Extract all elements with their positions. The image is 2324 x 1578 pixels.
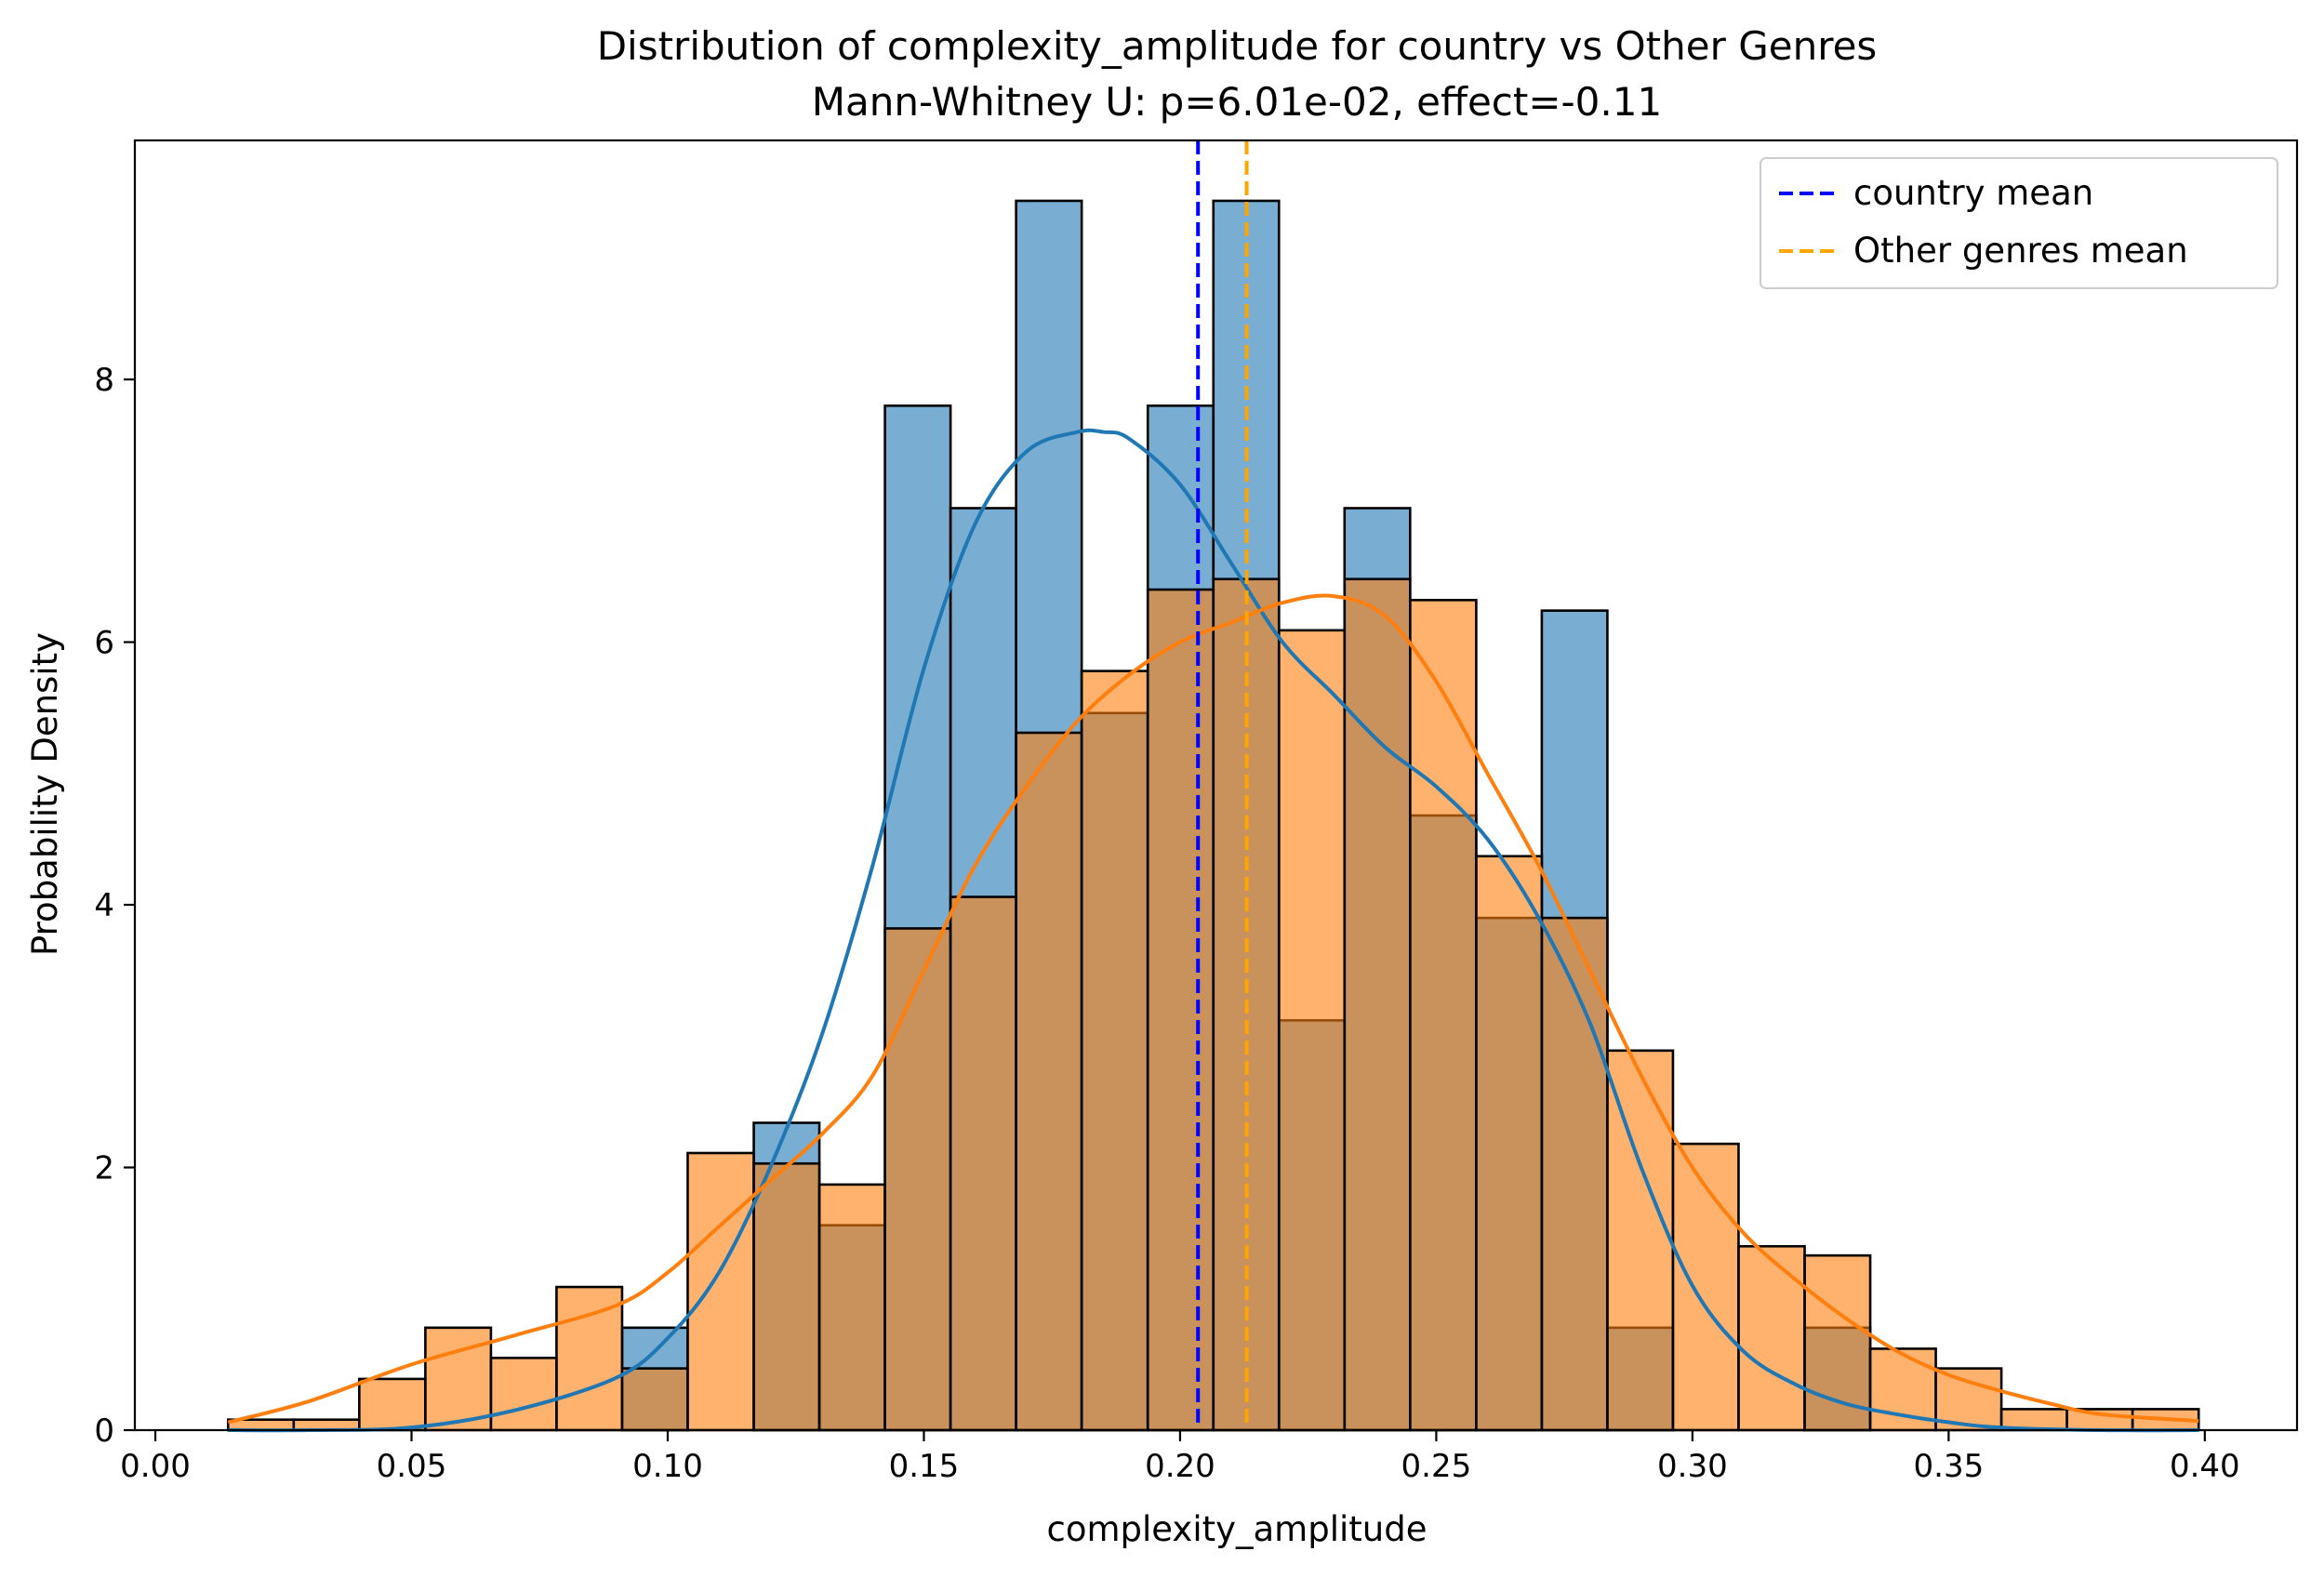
other-genres-bar-11 <box>949 895 1017 1432</box>
x-tick-label: 0.35 <box>1914 1448 1985 1485</box>
x-tick-label: 0.20 <box>1145 1448 1215 1485</box>
axes: 0.00 0.05 0.10 0.15 0.20 0.25 0.30 0.35 0.40 0 2 4 6… <box>94 139 2299 1485</box>
other-genres-bar-4 <box>489 1357 558 1432</box>
country-kde-line <box>228 428 2199 1433</box>
other-genres-bar-14 <box>1146 588 1215 1432</box>
other-genres-bar-13 <box>1080 670 1149 1432</box>
other-genres-bar-26 <box>1934 1367 2003 1432</box>
other-genres-bar-9 <box>817 1183 886 1432</box>
other-genres-bar-19 <box>1475 855 1544 1432</box>
y-tick-label: 4 <box>94 887 114 924</box>
other-genres-bar-20 <box>1540 916 1609 1432</box>
other-genres-bar-18 <box>1409 599 1478 1432</box>
other-genres-bar-6 <box>620 1367 689 1432</box>
other-genres-bar-24 <box>1803 1253 1872 1432</box>
y-tick-label: 0 <box>94 1412 114 1450</box>
y-axis-label: Probability Density <box>25 632 65 956</box>
other-genres-bar-21 <box>1606 1049 1675 1432</box>
other-genres-bars <box>226 577 2200 1432</box>
other-genres-bar-12 <box>1015 731 1083 1432</box>
kde-curves <box>227 428 2199 1433</box>
legend-label: Other genres mean <box>1853 231 2188 271</box>
plot-frame <box>133 139 2299 1432</box>
x-tick-label: 0.15 <box>889 1448 960 1485</box>
chart-subtitle: Mann-Whitney U: p=6.01e-02, effect=-0.11 <box>812 79 1662 125</box>
x-tick-label: 0.10 <box>632 1448 703 1485</box>
x-tick-label: 0.05 <box>377 1448 447 1485</box>
y-tick-label: 2 <box>94 1150 114 1187</box>
other-genres-bar-5 <box>555 1285 624 1432</box>
other-genres-bar-23 <box>1737 1244 1806 1432</box>
other-genres-bar-22 <box>1671 1142 1740 1432</box>
other-genres-bar-17 <box>1343 577 1412 1432</box>
x-tick-label: 0.00 <box>120 1448 191 1485</box>
mean-lines <box>1196 140 1249 1430</box>
other-genres-bar-8 <box>752 1161 821 1432</box>
y-tick-label: 8 <box>94 362 114 399</box>
legend: country mean Other genres mean <box>1760 157 2278 289</box>
x-tick-label: 0.25 <box>1401 1448 1472 1485</box>
other-genres-bar-16 <box>1277 629 1347 1432</box>
chart-title: Distribution of complexity_amplitude for… <box>597 23 1878 69</box>
other-genres-bar-2 <box>358 1377 427 1432</box>
other-genres-kde-line <box>227 593 2199 1425</box>
legend-box <box>1760 157 2278 289</box>
legend-label: country mean <box>1853 173 2093 213</box>
x-axis-label: complexity_amplitude <box>1047 1509 1428 1549</box>
other-genres-bar-10 <box>883 927 952 1432</box>
x-tick-label: 0.30 <box>1657 1448 1728 1485</box>
other-genres-bar-7 <box>686 1151 755 1432</box>
y-tick-label: 6 <box>94 625 114 662</box>
x-tick-label: 0.40 <box>2170 1448 2240 1485</box>
